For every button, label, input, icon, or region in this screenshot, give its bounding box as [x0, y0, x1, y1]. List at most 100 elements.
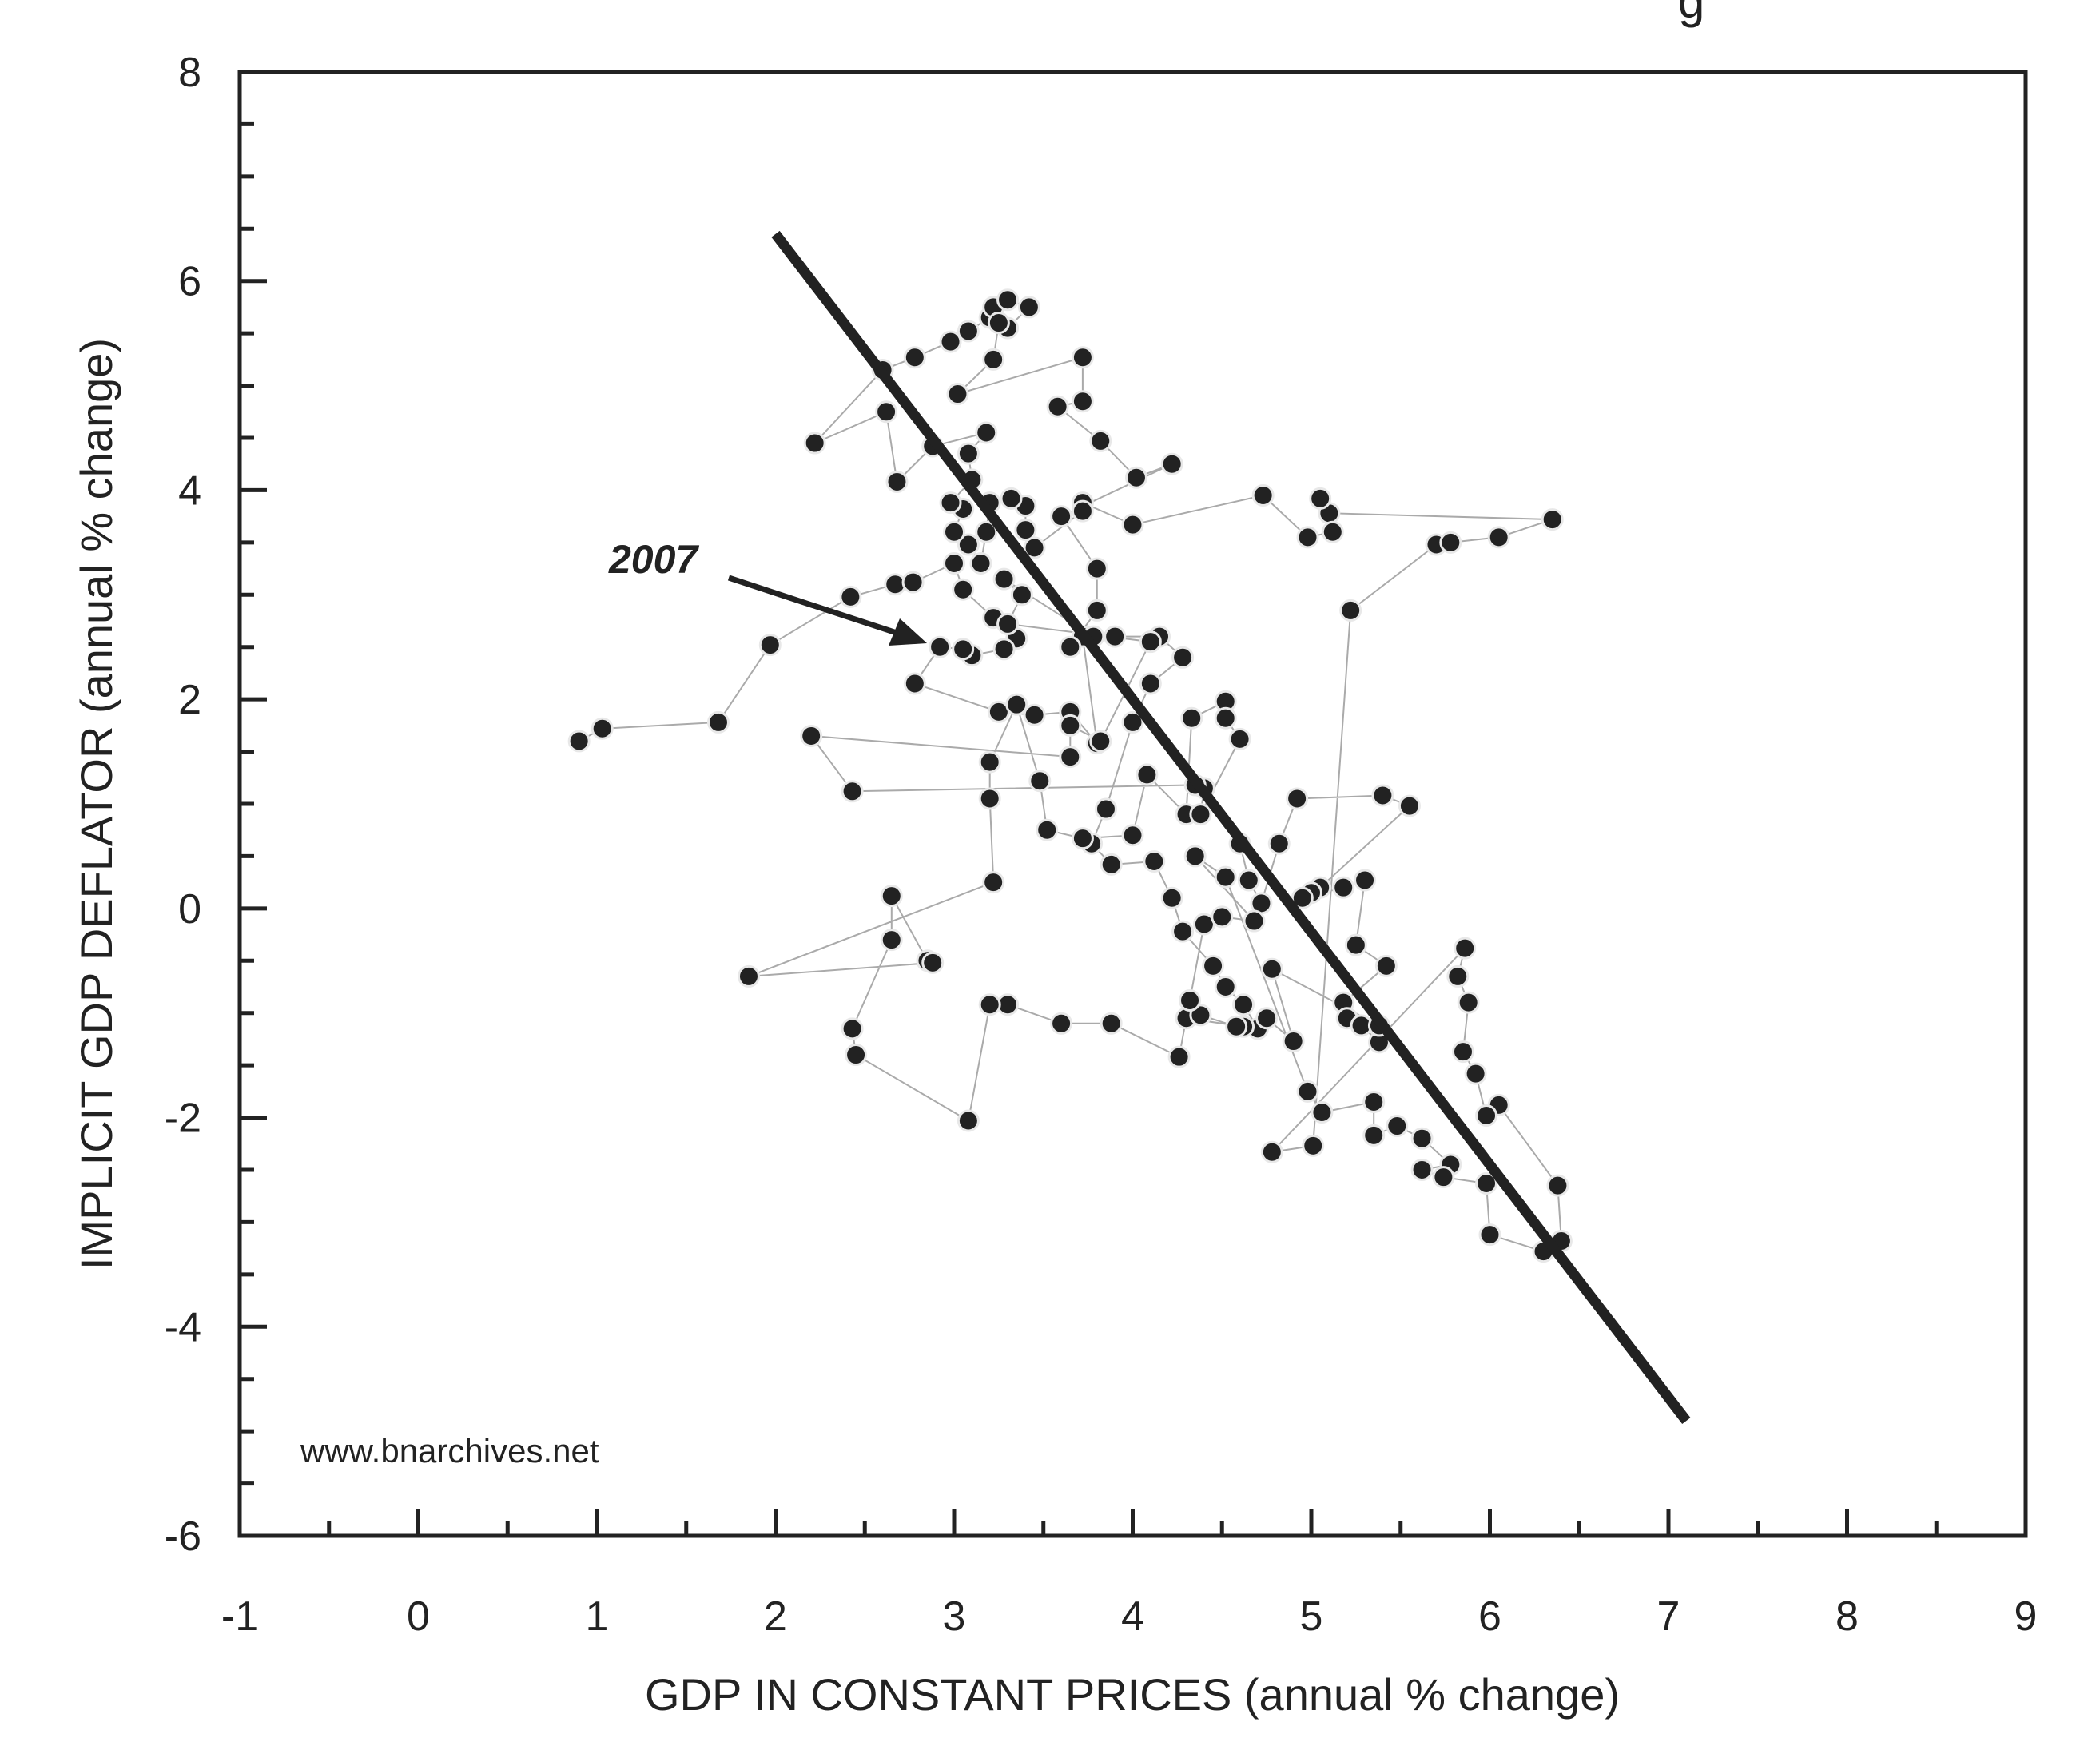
data-point	[1028, 770, 1052, 793]
data-point	[1475, 1172, 1498, 1195]
y-tick-label: 8	[178, 50, 201, 96]
y-tick-label: -6	[165, 1513, 201, 1560]
data-point	[841, 1017, 864, 1040]
data-point	[975, 520, 998, 543]
data-point	[1410, 1127, 1434, 1150]
data-point	[839, 585, 862, 608]
data-point	[875, 400, 898, 424]
data-point	[969, 552, 992, 575]
data-point	[1232, 993, 1255, 1016]
data-point	[978, 787, 1001, 810]
data-point	[1104, 625, 1127, 648]
data-point	[1023, 536, 1046, 559]
data-point	[982, 348, 1005, 371]
data-point	[1139, 672, 1162, 695]
data-point	[1282, 1030, 1305, 1053]
x-tick-label: 3	[943, 1593, 966, 1640]
data-point	[957, 533, 980, 556]
data-point	[1446, 964, 1470, 988]
x-tick-label: 8	[1836, 1593, 1859, 1640]
data-point	[1017, 296, 1040, 319]
data-point	[1251, 483, 1275, 507]
annotation-arrowhead	[889, 618, 927, 646]
data-point	[1171, 920, 1195, 943]
y-axis-ticks	[240, 121, 267, 1486]
data-point	[952, 638, 975, 661]
data-point	[1260, 1140, 1283, 1163]
data-point	[1487, 526, 1510, 549]
data-point	[1071, 827, 1094, 850]
data-point	[567, 730, 591, 753]
y-tick-label: -4	[165, 1304, 201, 1350]
x-tick-label: -1	[221, 1593, 258, 1640]
data-point	[800, 724, 823, 747]
data-point	[1124, 466, 1147, 489]
data-point	[1354, 869, 1377, 892]
data-point	[1071, 499, 1094, 523]
data-point	[1202, 954, 1225, 977]
data-point	[1432, 1166, 1455, 1189]
data-point	[737, 964, 760, 988]
y-tick-label: 4	[178, 467, 201, 514]
data-point	[1171, 646, 1195, 669]
data-point	[1121, 824, 1144, 847]
data-point	[1179, 989, 1202, 1012]
data-point	[1000, 487, 1023, 510]
data-point	[992, 567, 1016, 591]
data-point	[1541, 508, 1564, 531]
data-point	[1228, 727, 1251, 750]
data-point	[1225, 1015, 1248, 1038]
data-point	[1071, 390, 1094, 413]
data-point	[1374, 954, 1398, 977]
data-point	[706, 710, 730, 734]
data-point	[943, 520, 965, 543]
data-point	[885, 470, 909, 493]
annotation-arrow-shaft	[727, 575, 901, 637]
data-point	[1050, 1012, 1073, 1035]
data-point	[1139, 630, 1162, 654]
connector-path	[579, 299, 1562, 1253]
data-point	[1386, 1115, 1409, 1138]
data-point	[921, 951, 945, 974]
data-point	[1050, 505, 1073, 528]
data-point	[1302, 1134, 1325, 1157]
data-point	[939, 330, 962, 353]
data-point	[939, 491, 962, 515]
data-point	[1059, 714, 1082, 737]
data-point	[1439, 531, 1462, 554]
data-point	[1160, 886, 1183, 909]
data-point	[1010, 583, 1033, 607]
data-point	[1089, 429, 1112, 452]
plot-frame	[237, 70, 2028, 1538]
data-point	[841, 780, 864, 803]
data-point	[1332, 876, 1355, 899]
data-point	[1410, 1159, 1434, 1181]
data-point	[957, 1109, 980, 1132]
annotation-label: 2007	[608, 537, 699, 582]
x-axis-title: GDP IN CONSTANT PRICES (annual % change)	[645, 1669, 1620, 1720]
data-point	[1362, 1124, 1386, 1147]
data-point	[1189, 1004, 1212, 1027]
x-tick-label: 1	[586, 1593, 609, 1640]
data-point	[1183, 845, 1207, 868]
x-tick-label: 0	[407, 1593, 430, 1640]
data-point	[1180, 706, 1203, 730]
data-point	[1291, 886, 1314, 909]
data-point	[1121, 710, 1144, 734]
data-point	[1296, 526, 1319, 549]
data-point	[1005, 693, 1028, 716]
data-point	[1036, 818, 1059, 841]
data-point	[1160, 452, 1183, 475]
data-point	[1398, 794, 1421, 817]
data-point	[1454, 937, 1477, 960]
trajectory-connectors	[579, 299, 1562, 1253]
y-axis-tick-labels: -6 -4 -2 0 2 4 6 8	[165, 50, 201, 1560]
data-point	[1478, 1223, 1501, 1247]
data-point	[982, 871, 1005, 894]
data-point	[957, 442, 980, 465]
data-point	[987, 312, 1010, 335]
data-point	[978, 993, 1001, 1016]
data-point	[1546, 1174, 1569, 1197]
data-point	[929, 635, 952, 658]
